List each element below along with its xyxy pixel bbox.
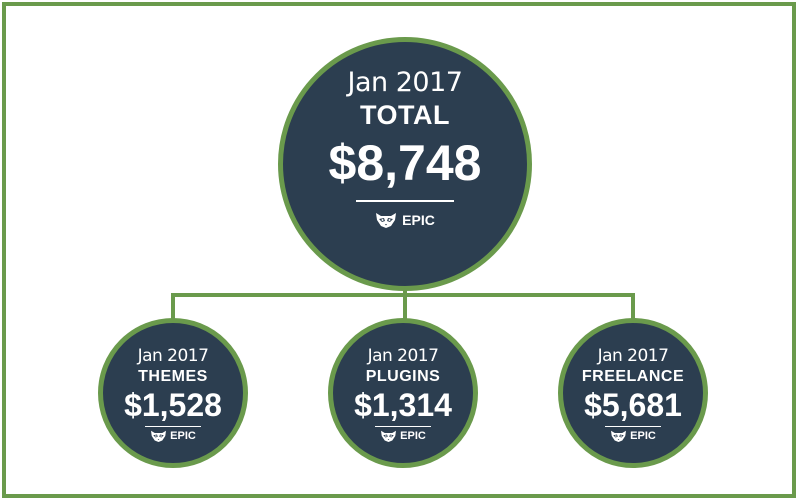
raccoon-icon: [151, 430, 167, 442]
total-node: Jan 2017 TOTAL $8,748 EPIC: [278, 37, 532, 291]
total-amount: $8,748: [328, 135, 482, 191]
themes-node: Jan 2017 THEMES $1,528 EPIC: [98, 318, 248, 468]
total-label: TOTAL: [360, 100, 450, 130]
freelance-date: Jan 2017: [597, 346, 669, 366]
brand-text: EPIC: [630, 430, 656, 442]
brand-mark: EPIC: [103, 430, 243, 442]
raccoon-icon: [381, 430, 397, 442]
themes-label: THEMES: [138, 368, 208, 385]
raccoon-icon: [376, 213, 397, 228]
plugins-node: Jan 2017 PLUGINS $1,314 EPIC: [328, 318, 478, 468]
brand-text: EPIC: [400, 430, 426, 442]
brand-mark: EPIC: [283, 212, 527, 228]
divider: [605, 426, 661, 427]
divider: [356, 200, 454, 202]
freelance-label: FREELANCE: [581, 368, 685, 385]
raccoon-icon: [611, 430, 627, 442]
total-date: Jan 2017: [347, 67, 463, 98]
divider: [145, 426, 201, 427]
plugins-amount: $1,314: [354, 387, 452, 423]
brand-mark: EPIC: [563, 430, 703, 442]
plugins-label: PLUGINS: [365, 368, 441, 385]
brand-mark: EPIC: [333, 430, 473, 442]
brand-text: EPIC: [170, 430, 196, 442]
plugins-date: Jan 2017: [367, 346, 439, 366]
freelance-node: Jan 2017 FREELANCE $5,681 EPIC: [558, 318, 708, 468]
themes-amount: $1,528: [124, 387, 222, 423]
divider: [375, 426, 431, 427]
brand-text: EPIC: [402, 212, 435, 228]
freelance-amount: $5,681: [584, 387, 682, 423]
themes-date: Jan 2017: [137, 346, 209, 366]
